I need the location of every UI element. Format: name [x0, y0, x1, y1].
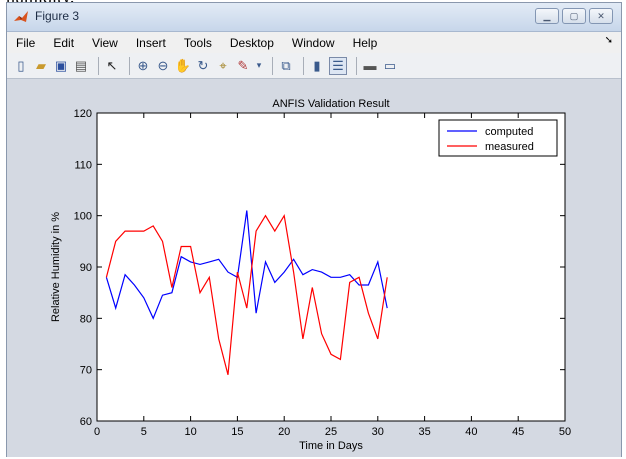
legend-label-measured: measured [485, 141, 534, 153]
toolbar-separator [129, 56, 130, 75]
line-chart: 0 5 10 15 20 25 30 35 40 45 50 60 70 80 90 100 110 120 ANF… [50, 98, 571, 452]
x-tick-label: 0 [94, 426, 100, 438]
save-icon[interactable]: ▣ [54, 57, 68, 73]
menu-view[interactable]: View [92, 35, 118, 50]
chart-title: ANFIS Validation Result [272, 98, 389, 110]
y-tick-label: 120 [74, 108, 92, 120]
maximize-button[interactable]: ▢ [562, 8, 586, 24]
figure-window: Figure 3 ▁ ▢ ✕ File Edit View Insert Too… [6, 2, 622, 457]
menu-tools[interactable]: Tools [183, 35, 212, 50]
x-tick-label: 30 [372, 426, 384, 438]
colorbar-icon[interactable]: ▮ [313, 57, 321, 73]
y-tick-label: 110 [74, 159, 92, 171]
toolbar-separator [272, 56, 273, 75]
toolbar-separator [356, 56, 357, 75]
menu-window[interactable]: Window [291, 35, 335, 50]
pointer-icon[interactable]: ↖ [106, 57, 118, 73]
pan-icon[interactable]: ✋ [174, 57, 192, 73]
x-tick-label: 35 [418, 426, 430, 438]
x-tick-label: 40 [465, 426, 477, 438]
minimize-button[interactable]: ▁ [535, 8, 559, 24]
open-folder-icon[interactable]: ▰ [36, 57, 46, 73]
figure-toolbar: ▯ ▰ ▣ ▤ ↖ ⊕ ⊖ ✋ ↻ ⌖ ✎ ▾ ⧉ ▮ ☰ ▬ ▭ [7, 53, 621, 79]
y-tick-label: 100 [74, 211, 92, 223]
minimize-icon: ▁ [543, 10, 551, 21]
toolbar-separator [98, 56, 99, 75]
menu-bar: File Edit View Insert Tools Desktop Wind… [7, 32, 621, 53]
x-tick-label: 45 [512, 426, 524, 438]
matlab-logo-icon [14, 11, 28, 22]
x-tick-label: 50 [559, 426, 571, 438]
series-line-computed [105, 210, 388, 320]
zoom-out-icon[interactable]: ⊖ [157, 57, 169, 73]
y-tick-label: 90 [80, 262, 92, 274]
plot-area [96, 112, 566, 422]
figure-canvas: 0 5 10 15 20 25 30 35 40 45 50 60 70 80 90 100 110 120 ANF… [7, 80, 621, 457]
toolbar-separator [303, 56, 304, 75]
close-button[interactable]: ✕ [589, 8, 613, 24]
x-tick-label: 10 [184, 426, 196, 438]
y-tick-label: 60 [80, 416, 92, 428]
close-icon: ✕ [597, 10, 605, 21]
data-cursor-icon[interactable]: ⌖ [219, 57, 227, 73]
new-file-icon[interactable]: ▯ [17, 57, 25, 73]
x-tick-label: 20 [278, 426, 290, 438]
hide-plot-tools-icon[interactable]: ▬ [363, 58, 377, 73]
x-tick-label: 25 [325, 426, 337, 438]
menu-insert[interactable]: Insert [135, 35, 166, 50]
window-title: Figure 3 [35, 9, 80, 23]
legend-icon[interactable]: ☰ [329, 56, 347, 75]
menu-file[interactable]: File [16, 35, 36, 50]
show-plot-tools-icon[interactable]: ▭ [383, 57, 397, 73]
y-tick-label: 70 [80, 365, 92, 377]
x-tick-label: 15 [231, 426, 243, 438]
menu-edit[interactable]: Edit [53, 35, 75, 50]
dropdown-icon[interactable]: ▾ [256, 60, 262, 70]
x-tick-label: 5 [141, 426, 147, 438]
print-icon[interactable]: ▤ [74, 57, 88, 73]
zoom-in-icon[interactable]: ⊕ [137, 57, 149, 73]
legend-label-computed: computed [485, 126, 533, 138]
legend-box [438, 119, 558, 157]
y-tick-label: 80 [80, 313, 92, 325]
link-plot-icon[interactable]: ⧉ [281, 57, 291, 73]
menu-help[interactable]: Help [352, 35, 378, 50]
menu-dock-arrow-icon[interactable]: ➘ [604, 35, 613, 46]
rotate-icon[interactable]: ↻ [197, 57, 209, 73]
x-axis-label: Time in Days [299, 440, 363, 452]
menu-desktop[interactable]: Desktop [229, 35, 274, 50]
series-line-measured [105, 214, 388, 375]
y-axis-label: Relative Humidity in % [50, 212, 62, 322]
title-bar[interactable]: Figure 3 ▁ ▢ ✕ [7, 3, 621, 32]
brush-icon[interactable]: ✎ [237, 57, 249, 73]
maximize-icon: ▢ [569, 10, 579, 21]
